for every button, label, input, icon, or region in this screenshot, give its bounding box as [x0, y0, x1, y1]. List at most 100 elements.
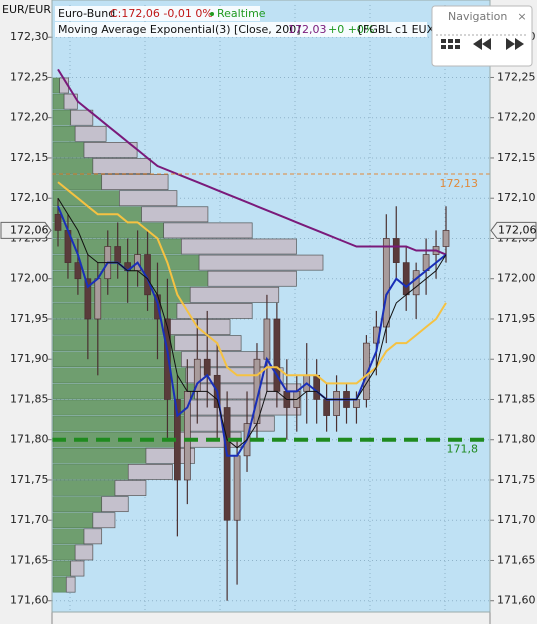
- header-box: [55, 6, 260, 21]
- profile-bar: [52, 126, 76, 142]
- profile-bar-2: [101, 174, 169, 191]
- y-tick-label-right: 171,70: [497, 513, 536, 526]
- profile-bar-2: [74, 125, 107, 142]
- candle-body: [402, 262, 410, 296]
- reference-label: 172,13: [440, 177, 479, 190]
- volume-profile: [52, 77, 324, 593]
- nav-box: [431, 5, 533, 67]
- y-tick-label-left: 172,00: [10, 272, 49, 285]
- indicator-line: [57, 197, 447, 449]
- price-tag-right: [490, 221, 537, 239]
- profile-bar: [52, 142, 85, 158]
- y-tick-label-right: 172,15: [497, 151, 536, 164]
- profile-bar-2: [207, 270, 297, 287]
- profile-bar-2: [127, 464, 173, 480]
- profile-bar: [52, 77, 60, 94]
- y-tick-label-left: 171,60: [10, 594, 49, 607]
- profile-bar-2: [70, 560, 85, 577]
- profile-bar-2: [163, 222, 253, 239]
- y-tick-label-right: 171,95: [497, 312, 536, 325]
- candle-body: [412, 270, 420, 296]
- y-tick-label-right: 172,00: [497, 272, 536, 285]
- profile-bar: [52, 512, 94, 529]
- axes: 172,30172,30172,25172,25172,20172,20172,…: [0, 30, 537, 607]
- y-tick-label-right: 171,90: [497, 352, 536, 365]
- profile-bar-2: [92, 158, 151, 174]
- profile-bar: [52, 351, 182, 368]
- y-tick-label-left: 171,90: [10, 352, 49, 365]
- nav-grid-button[interactable]: [441, 39, 460, 49]
- profile-bar: [52, 399, 191, 416]
- profile-bar-2: [167, 319, 231, 335]
- plot-border: [51, 0, 491, 613]
- reference-label: 171,8: [447, 443, 479, 456]
- profile-bar: [52, 335, 175, 351]
- y-tick-label-left: 171,85: [10, 392, 49, 405]
- profile-bar-2: [74, 544, 94, 561]
- candle-body: [74, 262, 82, 280]
- y-tick-label-right: 171,60: [497, 594, 536, 607]
- profile-bar: [52, 496, 102, 512]
- y-tick-label-right: 171,80: [497, 433, 536, 446]
- profile-bar: [52, 190, 120, 207]
- profile-bar-2: [119, 190, 178, 207]
- candle-body: [333, 391, 340, 416]
- legend-change: +0 +0%: [328, 23, 374, 36]
- candle-body: [54, 213, 62, 231]
- y-tick-label-right: 171,85: [497, 392, 536, 405]
- indicator-line: [57, 181, 447, 385]
- profile-bar: [52, 319, 169, 335]
- candle-body: [233, 455, 241, 521]
- candle-body: [363, 342, 370, 400]
- y-tick-label-left: 171,75: [10, 473, 49, 486]
- y-tick-label-right: 172,20: [497, 111, 536, 124]
- profile-bar-2: [181, 238, 297, 255]
- candle-body: [353, 399, 360, 408]
- candle-body: [114, 246, 122, 263]
- price-tag-right-label: 172,06: [498, 223, 537, 236]
- status-dot: [210, 12, 214, 16]
- indicator-line: [57, 68, 447, 256]
- profile-bar-2: [174, 335, 242, 352]
- profile-bar: [52, 544, 76, 561]
- profile-bar-2: [70, 109, 94, 126]
- profile-bar: [52, 287, 191, 303]
- candle-body: [203, 358, 211, 376]
- symbol: Euro-Bund: [58, 7, 115, 20]
- profile-bar-2: [198, 254, 324, 271]
- nav-back-button[interactable]: [473, 38, 491, 50]
- legend-source: {FGBL c1 EUX}: [356, 23, 441, 36]
- profile-bar: [52, 109, 71, 126]
- y-tick-label-left: 172,15: [10, 151, 49, 164]
- profile-bar: [52, 158, 94, 174]
- profile-bar: [52, 415, 187, 432]
- profile-bar-2: [176, 303, 253, 319]
- profile-bar-2: [83, 142, 138, 158]
- candle-body: [263, 318, 271, 360]
- y-tick-label-left: 171,95: [10, 312, 49, 325]
- indicator-lines: [57, 68, 447, 457]
- y-tick-label-left: 172,30: [10, 30, 49, 43]
- profile-bar-2: [189, 286, 280, 303]
- candle-body: [442, 230, 450, 247]
- y-tick-label-left: 171,80: [10, 433, 49, 446]
- candle-body: [84, 278, 92, 320]
- profile-bar: [52, 560, 71, 577]
- navigation-panel: Navigation ×: [431, 5, 533, 67]
- profile-bar-2: [141, 206, 209, 223]
- profile-bar: [52, 431, 175, 448]
- profile-bar: [52, 93, 65, 110]
- candle-body: [323, 399, 330, 416]
- profile-bar-2: [101, 496, 129, 513]
- candle-body: [313, 374, 321, 400]
- nav-forward-button[interactable]: [506, 38, 524, 50]
- profile-bar-2: [114, 480, 147, 496]
- profile-bar: [52, 464, 129, 480]
- y-tick-label-right: 172,25: [497, 70, 536, 83]
- y-tick-label-right: 171,75: [497, 473, 536, 486]
- candle-body: [164, 318, 171, 400]
- y-tick-label-left: 171,70: [10, 513, 49, 526]
- nav-close[interactable]: ×: [517, 10, 526, 23]
